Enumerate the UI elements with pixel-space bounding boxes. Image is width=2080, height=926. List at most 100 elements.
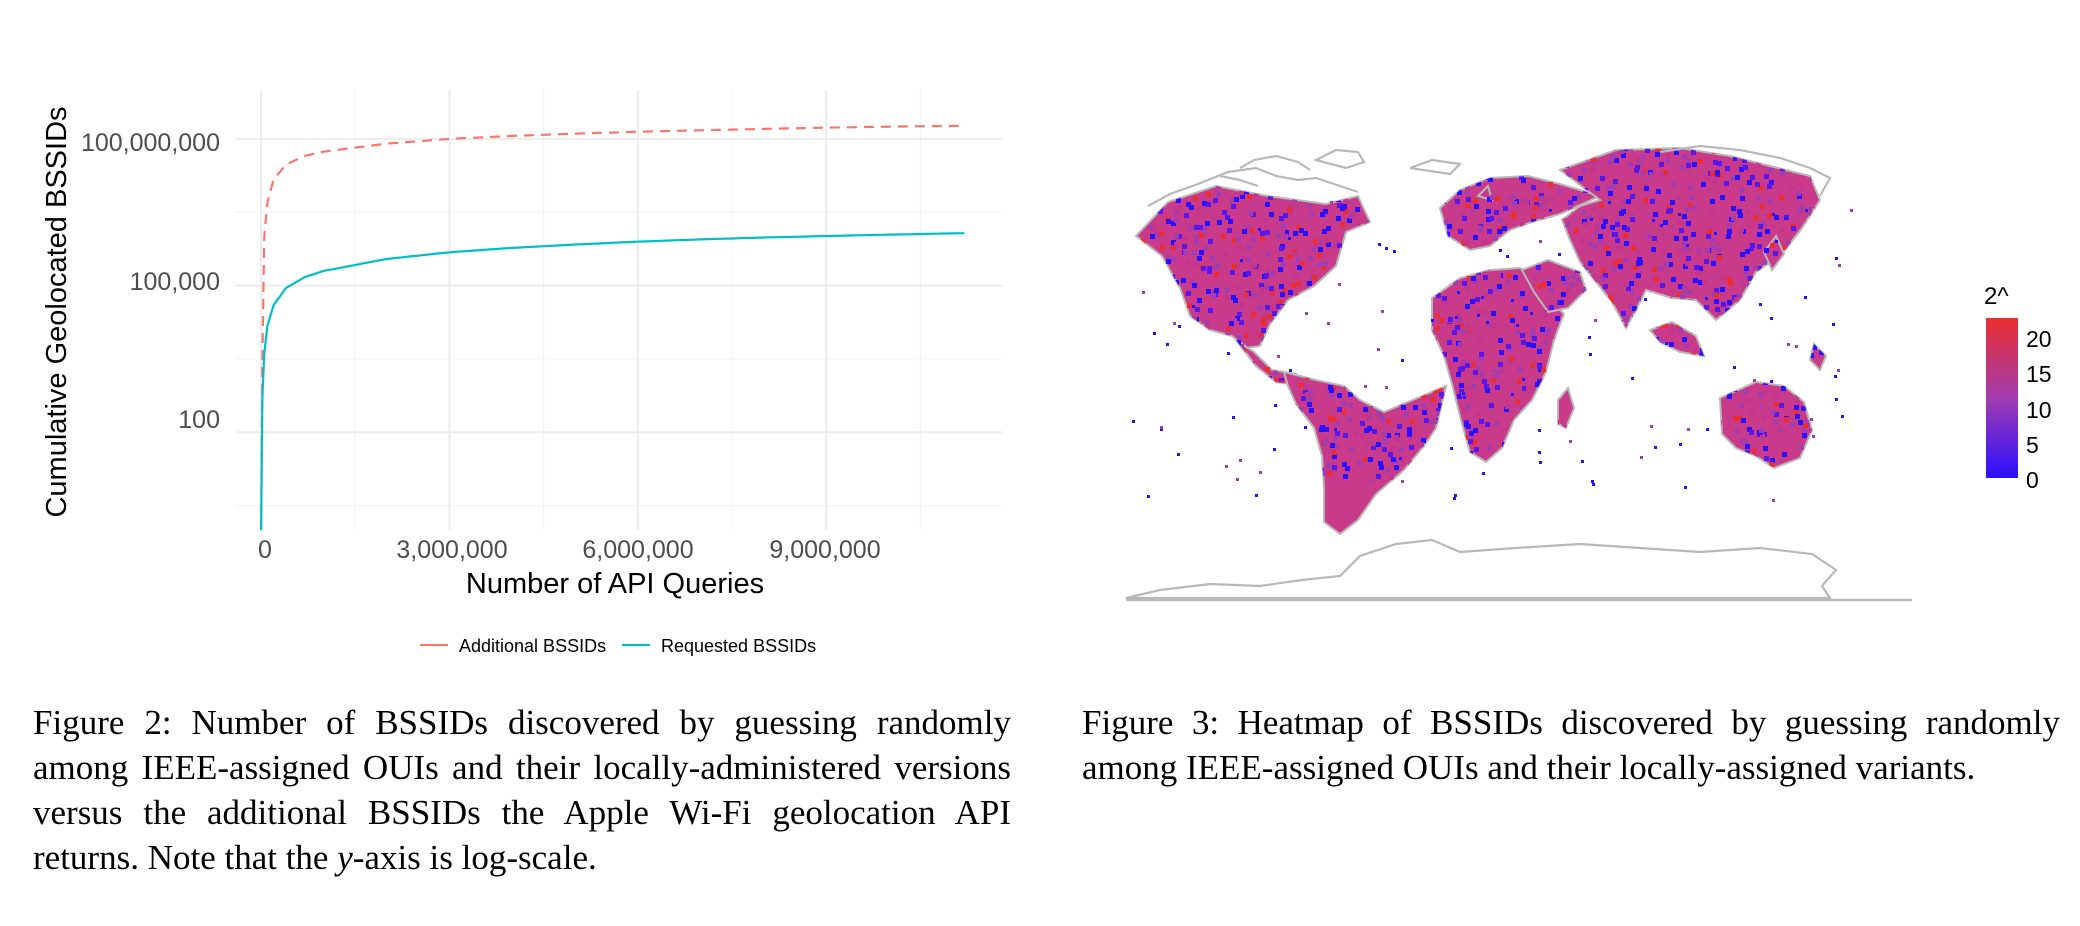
heat-cell	[1324, 238, 1329, 243]
heat-cell	[1805, 289, 1810, 294]
heat-cell	[1200, 349, 1205, 354]
caption-text-continued: -axis is log-scale.	[352, 838, 597, 877]
heat-cell	[1410, 419, 1415, 424]
heat-cell	[1301, 479, 1306, 484]
heat-cell	[1229, 444, 1234, 449]
heat-cell	[1573, 343, 1578, 348]
heat-cell	[1177, 448, 1182, 453]
sparse-heat-cell	[1810, 418, 1813, 421]
heat-cell	[1174, 470, 1179, 475]
heat-cell	[1278, 466, 1283, 471]
heat-cell	[1444, 220, 1449, 225]
heat-cell	[1578, 176, 1583, 181]
heat-cell	[1607, 367, 1612, 372]
heat-cell	[1347, 417, 1352, 422]
heat-cell	[1251, 312, 1256, 317]
heat-cell	[1379, 156, 1384, 161]
heat-cell	[1123, 295, 1128, 300]
sparse-heat-cell	[1377, 348, 1380, 351]
heat-cell	[1642, 318, 1647, 323]
heat-cell	[1262, 459, 1267, 464]
heat-cell	[1297, 475, 1302, 480]
heat-cell	[1237, 335, 1242, 340]
heat-cell	[1370, 384, 1375, 389]
heat-cell	[1799, 321, 1804, 326]
heat-cell	[1293, 172, 1298, 177]
heat-cell	[1357, 180, 1362, 185]
heat-cell	[1686, 256, 1691, 261]
heat-cell	[1131, 239, 1136, 244]
heat-cell	[1460, 329, 1465, 334]
heat-cell	[1437, 245, 1442, 250]
heat-cell	[1460, 171, 1465, 176]
heat-cell	[1615, 238, 1620, 243]
heat-cell	[1187, 417, 1192, 422]
heat-cell	[1576, 277, 1581, 282]
heat-cell	[1448, 472, 1453, 477]
heat-cell	[1581, 478, 1586, 483]
sparse-heat-cell	[1841, 415, 1844, 418]
heat-cell	[1305, 469, 1310, 474]
sparse-heat-cell	[1775, 240, 1778, 243]
heat-cell	[1677, 465, 1682, 470]
heat-cell	[1299, 323, 1304, 328]
heat-cell	[1685, 207, 1690, 212]
heat-cell	[1292, 406, 1297, 411]
heat-cell	[1497, 284, 1502, 289]
heat-cell	[1128, 217, 1133, 222]
heat-cell	[1332, 454, 1337, 459]
heat-cell	[1681, 447, 1686, 452]
heat-cell	[1636, 157, 1641, 162]
heat-cell	[1827, 408, 1832, 413]
heat-cell	[1388, 163, 1393, 168]
heat-cell	[1671, 277, 1676, 282]
heat-cell	[1709, 209, 1714, 214]
heat-cell	[1276, 233, 1281, 238]
heat-cell	[1438, 403, 1443, 408]
heat-cell	[1770, 410, 1775, 415]
sparse-heat-cell	[1492, 369, 1495, 372]
x-axis-label: Number of API Queries	[466, 568, 764, 600]
heat-cell	[1666, 351, 1671, 356]
heat-cell	[1631, 329, 1636, 334]
sparse-heat-cell	[1364, 385, 1367, 388]
heat-cell	[1462, 408, 1467, 413]
heat-cell	[1283, 183, 1288, 188]
heat-cell	[1171, 240, 1176, 245]
sparse-heat-cell	[1401, 480, 1404, 483]
heat-cell	[1533, 205, 1538, 210]
heat-cell	[1147, 375, 1152, 380]
heat-cell	[1725, 474, 1730, 479]
heat-cell	[1726, 234, 1731, 239]
heat-cell	[1434, 261, 1439, 266]
sparse-heat-cell	[1588, 336, 1591, 339]
heat-cell	[1665, 436, 1670, 441]
heat-cell	[1732, 355, 1737, 360]
heat-cell	[1507, 472, 1512, 477]
heat-cell	[1731, 358, 1736, 363]
heat-cell	[1196, 412, 1201, 417]
heat-cell	[1278, 267, 1283, 272]
heat-cell	[1393, 216, 1398, 221]
heat-cell	[1713, 452, 1718, 457]
heat-cell	[1215, 348, 1220, 353]
heat-cell	[1512, 201, 1517, 206]
heat-cell	[1298, 407, 1303, 412]
heat-cell	[1464, 451, 1469, 456]
heat-cell	[1541, 223, 1546, 228]
heat-cell	[1802, 268, 1807, 273]
heat-cell	[1169, 287, 1174, 292]
heat-cell	[1411, 291, 1416, 296]
heat-cell	[1682, 286, 1687, 291]
heat-cell	[1382, 304, 1387, 309]
heat-cell	[1259, 283, 1264, 288]
heat-cell	[1507, 439, 1512, 444]
x-tick-label: 6,000,000	[582, 536, 693, 564]
heat-cell	[1432, 238, 1437, 243]
heat-cell	[1696, 418, 1701, 423]
heat-cell	[1537, 349, 1542, 354]
heat-cell	[1296, 225, 1301, 230]
heat-cell	[1232, 457, 1237, 462]
heat-cell	[1669, 224, 1674, 229]
heat-cell	[1387, 376, 1392, 381]
